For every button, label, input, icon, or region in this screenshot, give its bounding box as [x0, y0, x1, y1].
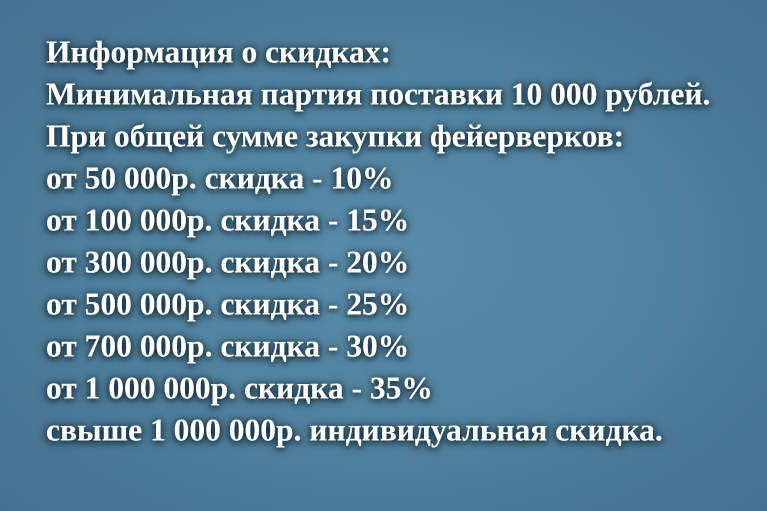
- svg-text:от 500 000р. скидка - 25%: от 500 000р. скидка - 25%: [46, 287, 409, 322]
- svg-text:от 1 000 000р. скидка - 35%: от 1 000 000р. скидка - 35%: [46, 371, 433, 406]
- svg-text:от 300 000р. скидка - 20%: от 300 000р. скидка - 20%: [46, 245, 409, 280]
- svg-text:При общей сумме закупки фейерв: При общей сумме закупки фейерверков:: [46, 119, 624, 154]
- svg-text:от 50 000р. скидка - 10%: от 50 000р. скидка - 10%: [46, 161, 393, 196]
- svg-text:от 100 000р. скидка - 15%: от 100 000р. скидка - 15%: [46, 203, 409, 238]
- svg-text:свыше 1 000 000р. индивидуальн: свыше 1 000 000р. индивидуальная скидка.: [46, 413, 663, 448]
- svg-text:Минимальная партия поставки 10: Минимальная партия поставки 10 000 рубле…: [46, 77, 710, 112]
- svg-text:от 700 000р. скидка - 30%: от 700 000р. скидка - 30%: [46, 329, 409, 364]
- svg-text:Информация о скидках:: Информация о скидках:: [46, 35, 391, 70]
